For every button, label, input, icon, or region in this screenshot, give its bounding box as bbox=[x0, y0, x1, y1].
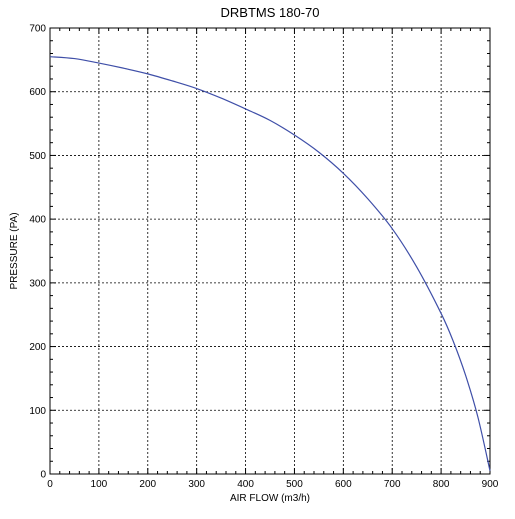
x-tick-label: 200 bbox=[139, 479, 156, 490]
y-tick-label: 400 bbox=[29, 215, 46, 226]
chart-title: DRBTMS 180-70 bbox=[221, 5, 320, 20]
y-tick-label: 500 bbox=[29, 151, 46, 162]
series-layer bbox=[49, 56, 491, 471]
x-axis-title: AIR FLOW (m3/h) bbox=[230, 493, 310, 504]
x-tick-label: 600 bbox=[335, 479, 352, 490]
y-axis-title: PRESSURE (PA) bbox=[9, 212, 20, 289]
axis-ticks: 0 100 200 300 400 500 600 700 800 900 0 100 200 300 40… bbox=[29, 24, 498, 491]
x-tick-label: 0 bbox=[47, 479, 53, 490]
y-tick-label: 700 bbox=[29, 24, 46, 35]
x-tick-label: 100 bbox=[91, 479, 108, 490]
y-tick-label: 0 bbox=[40, 470, 46, 481]
y-tick-label: 200 bbox=[29, 342, 46, 353]
y-tick-label: 300 bbox=[29, 278, 46, 289]
x-tick-label: 500 bbox=[286, 479, 303, 490]
x-tick-label: 400 bbox=[237, 479, 254, 490]
y-tick-label: 600 bbox=[29, 87, 46, 98]
x-tick-label: 300 bbox=[188, 479, 205, 490]
x-tick-label: 800 bbox=[433, 479, 450, 490]
pressure-curve-line bbox=[49, 56, 491, 471]
x-tick-label: 700 bbox=[384, 479, 401, 490]
grid bbox=[50, 28, 490, 474]
plot-area-frame bbox=[49, 27, 491, 475]
x-tick-label: 900 bbox=[482, 479, 499, 490]
y-tick-label: 100 bbox=[29, 406, 46, 417]
